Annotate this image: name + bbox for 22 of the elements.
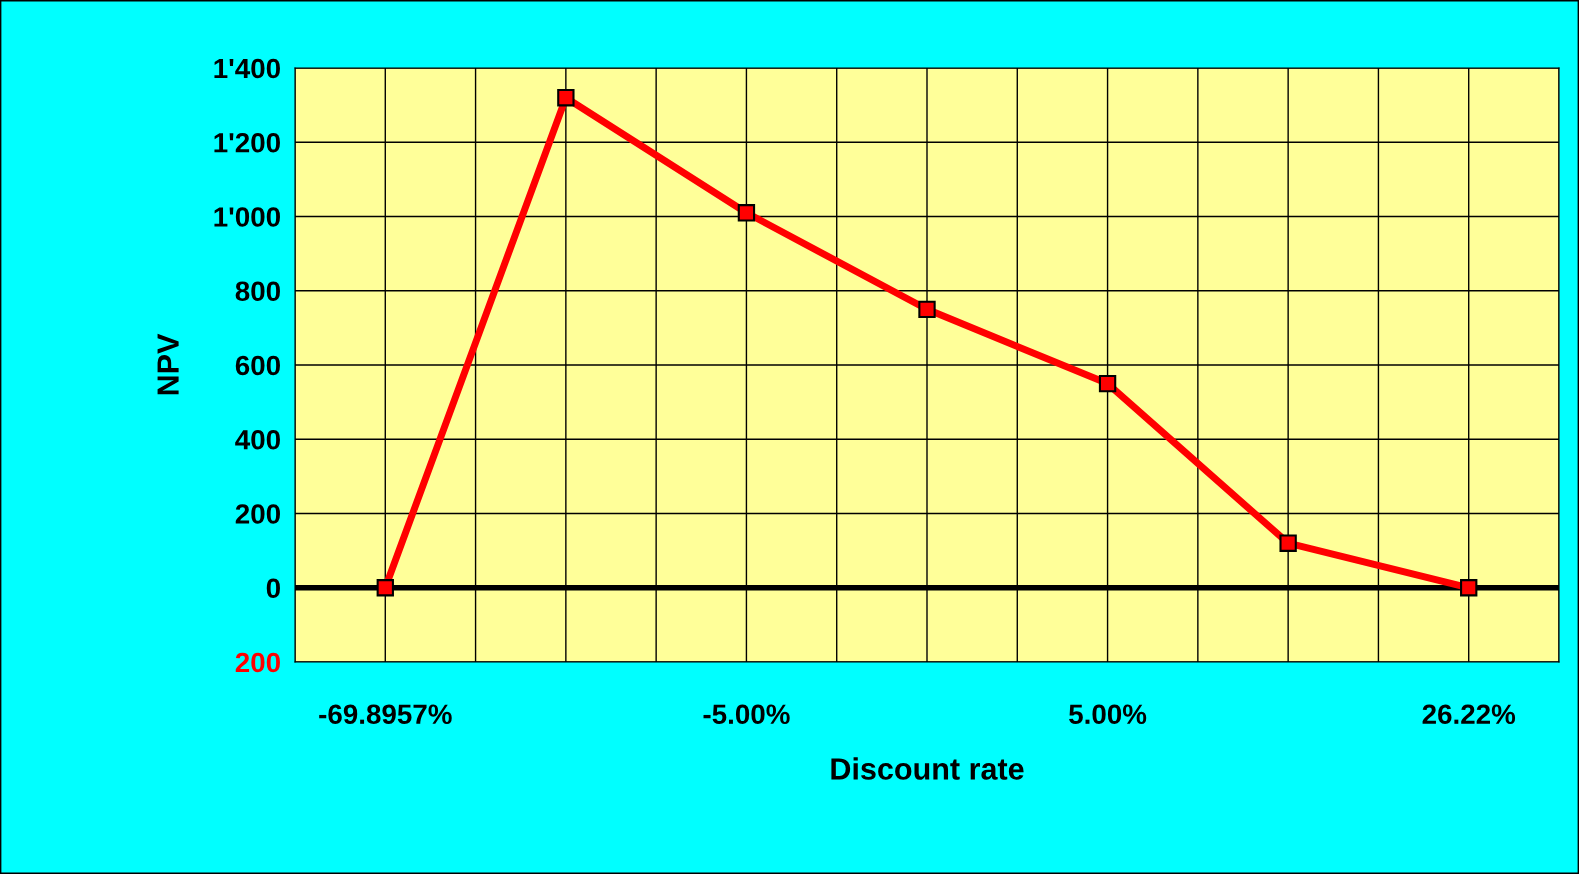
y-tick-label: 1'400: [214, 58, 280, 79]
point: [1098, 374, 1117, 393]
point: [918, 300, 936, 318]
x-tick-label: 26.22%: [1422, 704, 1516, 725]
y-axis-title: NPV: [157, 333, 179, 395]
point: [557, 89, 575, 107]
y-tick-label: 600: [235, 355, 280, 376]
y-tick-label: 400: [235, 429, 280, 450]
point: [1460, 579, 1478, 597]
y-tick-label: 800: [235, 281, 280, 302]
x-tick-label: 5.00%: [1069, 704, 1147, 725]
x-tick-label: -5.00%: [703, 704, 790, 725]
x-tick-label: -69.8957%: [319, 704, 452, 725]
y-tick-label: 1'200: [214, 132, 280, 153]
y-tick-label: 1'000: [214, 207, 280, 227]
point: [737, 204, 756, 222]
x-axis-title: Discount rate: [831, 757, 1024, 780]
point: [376, 579, 394, 597]
point: [1279, 534, 1297, 552]
y-tick-label: 0: [266, 578, 280, 599]
y-tick-label: 200: [235, 504, 280, 524]
y-tick-label: 200: [235, 652, 280, 673]
